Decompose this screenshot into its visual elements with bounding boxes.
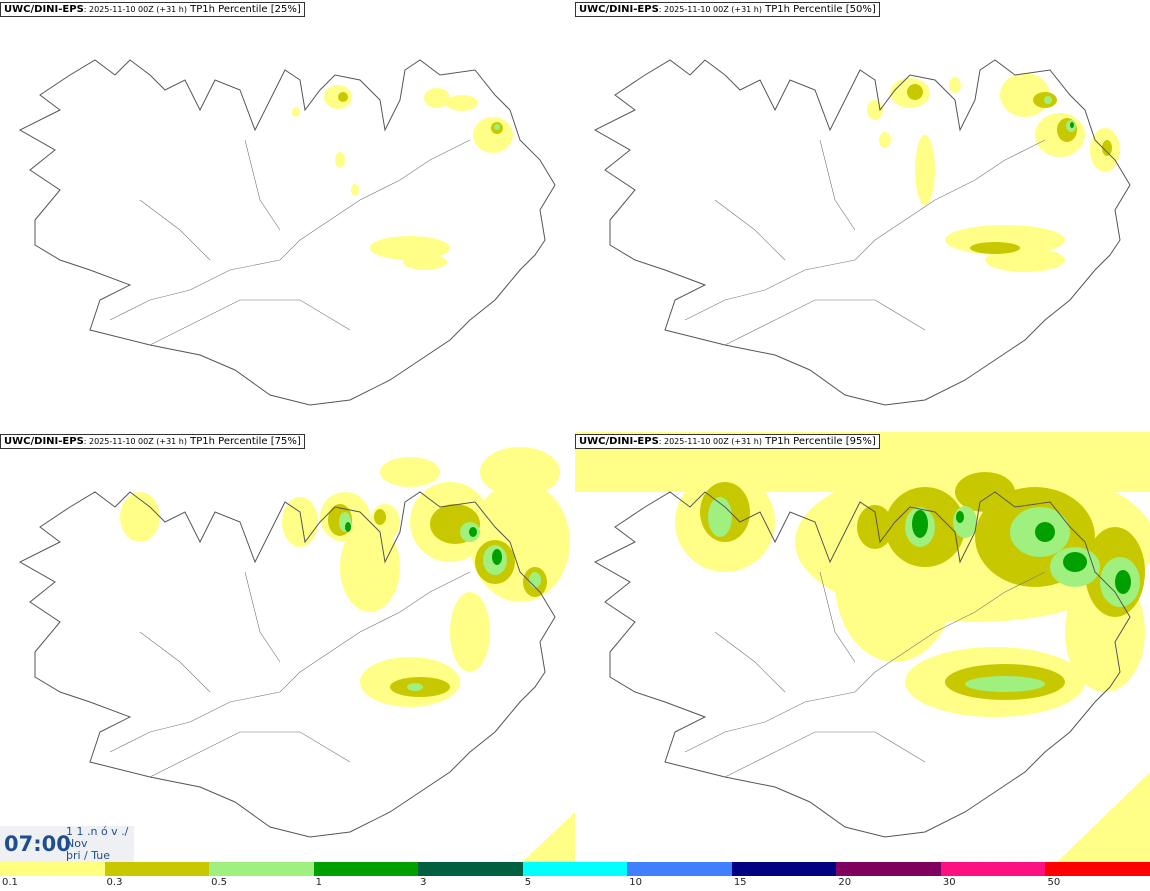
legend-label: 10 (629, 877, 642, 888)
panel-title: UWC/DINI-EPS: 2025-11-10 00Z (+31 h) TP1… (0, 434, 305, 449)
legend-labels: 0.1 0.3 0.5 1 3 5 10 15 20 30 50 (0, 877, 1150, 891)
legend-swatch (209, 862, 314, 876)
map-panel-p95: UWC/DINI-EPS: 2025-11-10 00Z (+31 h) TP1… (575, 432, 1150, 864)
model-name: UWC/DINI-EPS (4, 4, 84, 15)
rivers-roads (109, 139, 471, 346)
legend-label: 0.1 (2, 877, 18, 888)
precipitation-map (18, 447, 575, 864)
map-panel-p25: UWC/DINI-EPS: 2025-11-10 00Z (+31 h) TP1… (0, 0, 575, 432)
precipitation-map (18, 59, 556, 406)
legend-label: 5 (524, 877, 532, 888)
panel-title: UWC/DINI-EPS: 2025-11-10 00Z (+31 h) TP1… (0, 2, 305, 17)
model-name: UWC/DINI-EPS (4, 436, 84, 447)
run-info: : 2025-11-10 00Z (+31 h) (83, 437, 187, 446)
field-name: TP1h Percentile [25%] (186, 4, 301, 15)
color-legend (0, 862, 1150, 876)
valid-date-weekday: þri / Tue (66, 849, 111, 862)
legend-label: 0.5 (211, 877, 227, 888)
legend-label: 30 (942, 877, 956, 888)
coastline (18, 59, 556, 406)
legend-label: 3 (420, 877, 427, 888)
legend-swatch (522, 862, 628, 876)
legend-label: 15 (733, 877, 747, 888)
run-info: : 2025-11-10 00Z (+31 h) (83, 5, 187, 14)
precipitation-map (575, 432, 1150, 864)
map-panel-p50: UWC/DINI-EPS: 2025-11-10 00Z (+31 h) TP1… (575, 0, 1150, 432)
legend-label: 1 (315, 877, 322, 888)
run-info: : 2025-11-10 00Z (+31 h) (658, 5, 762, 14)
valid-time-box: 07:00 1 1 .n ó v ./ Nov þri / Tue (0, 826, 134, 862)
legend-swatch (313, 862, 419, 876)
valid-date-month: Nov (66, 837, 88, 850)
run-info: : 2025-11-10 00Z (+31 h) (658, 437, 762, 446)
legend-swatch (731, 862, 837, 876)
precip-shading (292, 85, 513, 270)
precipitation-map (593, 59, 1131, 406)
valid-date-line1: 1 1 .n ó v ./ (66, 825, 129, 838)
legend-swatch (836, 862, 941, 876)
valid-time: 07:00 (4, 832, 71, 856)
legend-label: 50 (1047, 877, 1061, 888)
legend-label: 20 (838, 877, 852, 888)
panel-title: UWC/DINI-EPS: 2025-11-10 00Z (+31 h) TP1… (575, 2, 880, 17)
model-name: UWC/DINI-EPS (579, 436, 659, 447)
model-name: UWC/DINI-EPS (579, 4, 659, 15)
legend-swatch (104, 862, 210, 876)
field-name: TP1h Percentile [50%] (761, 4, 876, 15)
field-name: TP1h Percentile [75%] (186, 436, 301, 447)
legend-swatch (940, 862, 1046, 876)
legend-label: 0.3 (106, 877, 123, 888)
legend-swatch (1045, 862, 1150, 876)
legend-swatch (0, 862, 105, 876)
map-panel-p75: UWC/DINI-EPS: 2025-11-10 00Z (+31 h) TP1… (0, 432, 575, 864)
legend-swatch (627, 862, 732, 876)
legend-swatch (418, 862, 523, 876)
panel-title: UWC/DINI-EPS: 2025-11-10 00Z (+31 h) TP1… (575, 434, 880, 449)
field-name: TP1h Percentile [95%] (761, 436, 876, 447)
